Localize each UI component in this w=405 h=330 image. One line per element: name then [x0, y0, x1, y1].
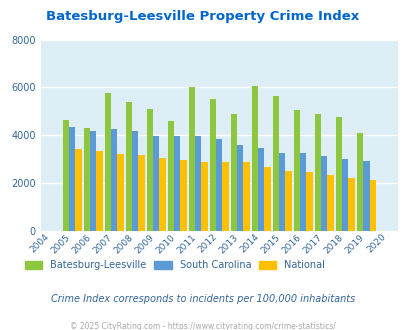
Bar	[132, 130, 138, 231]
Bar	[341, 158, 347, 231]
Bar	[194, 136, 201, 231]
Bar	[243, 162, 249, 231]
Bar	[347, 178, 354, 231]
Bar	[272, 96, 279, 231]
Bar	[285, 171, 291, 231]
Bar	[188, 87, 194, 231]
Bar	[230, 114, 237, 231]
Bar	[335, 117, 341, 231]
Bar	[209, 99, 215, 231]
Bar	[237, 145, 243, 231]
Bar	[62, 120, 69, 231]
Bar	[251, 86, 258, 231]
Bar	[306, 172, 312, 231]
Bar	[327, 175, 333, 231]
Bar	[222, 162, 228, 231]
Bar	[75, 149, 81, 231]
Text: Crime Index corresponds to incidents per 100,000 inhabitants: Crime Index corresponds to incidents per…	[51, 294, 354, 304]
Bar	[264, 167, 270, 231]
Bar	[69, 127, 75, 231]
Bar	[362, 161, 369, 231]
Text: Batesburg-Leesville Property Crime Index: Batesburg-Leesville Property Crime Index	[46, 10, 359, 23]
Bar	[215, 139, 222, 231]
Bar	[174, 137, 180, 231]
Bar	[258, 148, 264, 231]
Bar	[167, 121, 174, 231]
Bar	[83, 128, 90, 231]
Bar	[320, 156, 327, 231]
Bar	[369, 180, 375, 231]
Bar	[201, 162, 207, 231]
Bar	[314, 114, 320, 231]
Bar	[293, 110, 299, 231]
Bar	[104, 93, 111, 231]
Bar	[146, 109, 153, 231]
Bar	[356, 133, 362, 231]
Text: © 2025 CityRating.com - https://www.cityrating.com/crime-statistics/: © 2025 CityRating.com - https://www.city…	[70, 322, 335, 330]
Bar	[96, 151, 102, 231]
Bar	[159, 158, 165, 231]
Bar	[180, 160, 186, 231]
Bar	[153, 137, 159, 231]
Bar	[111, 129, 117, 231]
Bar	[126, 102, 132, 231]
Bar	[279, 152, 285, 231]
Bar	[299, 153, 306, 231]
Bar	[117, 154, 123, 231]
Bar	[90, 130, 96, 231]
Legend: Batesburg-Leesville, South Carolina, National: Batesburg-Leesville, South Carolina, Nat…	[21, 256, 328, 274]
Bar	[138, 155, 144, 231]
